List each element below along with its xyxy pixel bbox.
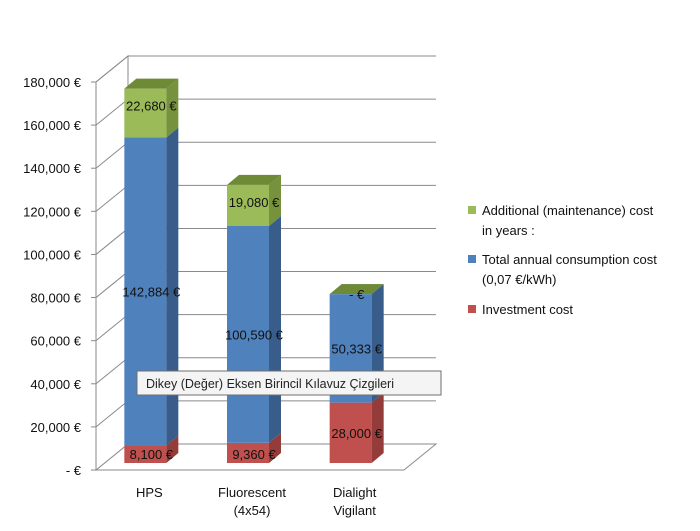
- bar-segment: [227, 442, 269, 463]
- data-label: 19,080 €: [229, 195, 280, 210]
- legend-label: Additional (maintenance) cost: [482, 203, 654, 218]
- data-label: 8,100 €: [130, 447, 174, 462]
- legend-entry[interactable]: Additional (maintenance) cost in years :: [468, 203, 654, 238]
- x-category-label: (4x54): [234, 503, 271, 518]
- gridline-side: [95, 55, 129, 83]
- bar-group: 9,360 € 100,590 € 19,080 €: [225, 174, 284, 463]
- gridline-side: [95, 228, 129, 255]
- bar-top: [227, 174, 281, 185]
- y-tick-label: 100,000 €: [23, 247, 82, 262]
- legend-swatch: [468, 255, 476, 263]
- legend-entry[interactable]: Total annual consumption cost (0,07 €/kWh…: [468, 252, 657, 287]
- gridline-side: [95, 400, 129, 428]
- bar-segment-side: [371, 392, 384, 463]
- y-tick-label: 80,000 €: [30, 291, 81, 306]
- x-category-label: Vigilant: [333, 503, 376, 518]
- bar-segment-side: [166, 78, 179, 138]
- x-category-label: Dialight: [333, 485, 377, 500]
- legend-entry[interactable]: Investment cost: [468, 302, 573, 317]
- legend-label: Investment cost: [482, 302, 573, 317]
- data-label: 142,884 €: [122, 285, 181, 300]
- bar-segment: [124, 88, 167, 138]
- y-tick-label: 20,000 €: [30, 420, 81, 435]
- bar-segment: [227, 184, 269, 226]
- y-tick-label: 60,000 €: [30, 334, 81, 349]
- data-label: 9,360 €: [232, 447, 276, 462]
- y-tick-label: - €: [66, 463, 82, 478]
- bar-segment: [329, 402, 372, 463]
- gridlines: [95, 55, 436, 428]
- y-tick-label: 40,000 €: [30, 377, 81, 392]
- data-label: 50,333 €: [331, 341, 382, 356]
- bar-group: 8,100 € 142,884 € 22,680 €: [122, 78, 181, 463]
- y-axis: - € 20,000 € 40,000 € 60,000 € 80,000 € 100,0…: [23, 75, 97, 478]
- gridline-side: [95, 184, 129, 212]
- bar-group: 28,000 € 50,333 € - €: [329, 284, 384, 463]
- gridline-side: [95, 357, 129, 385]
- gridline-side: [95, 271, 129, 298]
- x-category-label: Fluorescent: [218, 485, 286, 500]
- legend-swatch: [468, 305, 476, 313]
- data-label: 100,590 €: [225, 327, 284, 342]
- gridline-side: [95, 141, 129, 169]
- tooltip-box: [136, 370, 442, 396]
- gridline-side: [95, 98, 129, 126]
- gridline-side: [95, 314, 129, 342]
- legend-label: Total annual consumption cost: [482, 252, 657, 267]
- bar-segment-side: [166, 127, 179, 446]
- data-label: 22,680 €: [126, 99, 177, 114]
- bar-top: [124, 78, 179, 89]
- gridline-tooltip: Dikey (Değer) Eksen Birincil Kılavuz Çiz…: [136, 370, 442, 396]
- bar-segment: [124, 445, 167, 463]
- legend-label: (0,07 €/kWh): [482, 272, 556, 287]
- y-tick-label: 120,000 €: [23, 204, 82, 219]
- x-category-label: HPS: [136, 485, 163, 500]
- legend-swatch: [468, 206, 476, 214]
- y-tick-label: 160,000 €: [23, 118, 82, 133]
- side-wall: [95, 54, 129, 472]
- bar-segment: [227, 225, 269, 443]
- x-axis: HPS Fluorescent (4x54) Dialight Vigilant: [136, 485, 377, 518]
- bar-segment-side: [269, 174, 281, 226]
- bars: 8,100 € 142,884 € 22,680 € 9,360 € 100,590 €…: [122, 78, 384, 463]
- bar-top: [329, 284, 384, 295]
- y-tick-label: 180,000 €: [23, 75, 82, 90]
- tooltip-text: Dikey (Değer) Eksen Birincil Kılavuz Çiz…: [146, 377, 394, 391]
- bar-segment-side: [166, 435, 179, 463]
- legend[interactable]: Additional (maintenance) cost in years : T…: [468, 203, 657, 317]
- legend-label: in years :: [482, 223, 535, 238]
- y-tick-label: 140,000 €: [23, 161, 82, 176]
- data-label: 28,000 €: [331, 426, 382, 441]
- data-label: - €: [349, 287, 365, 302]
- bar-segment-side: [269, 432, 281, 463]
